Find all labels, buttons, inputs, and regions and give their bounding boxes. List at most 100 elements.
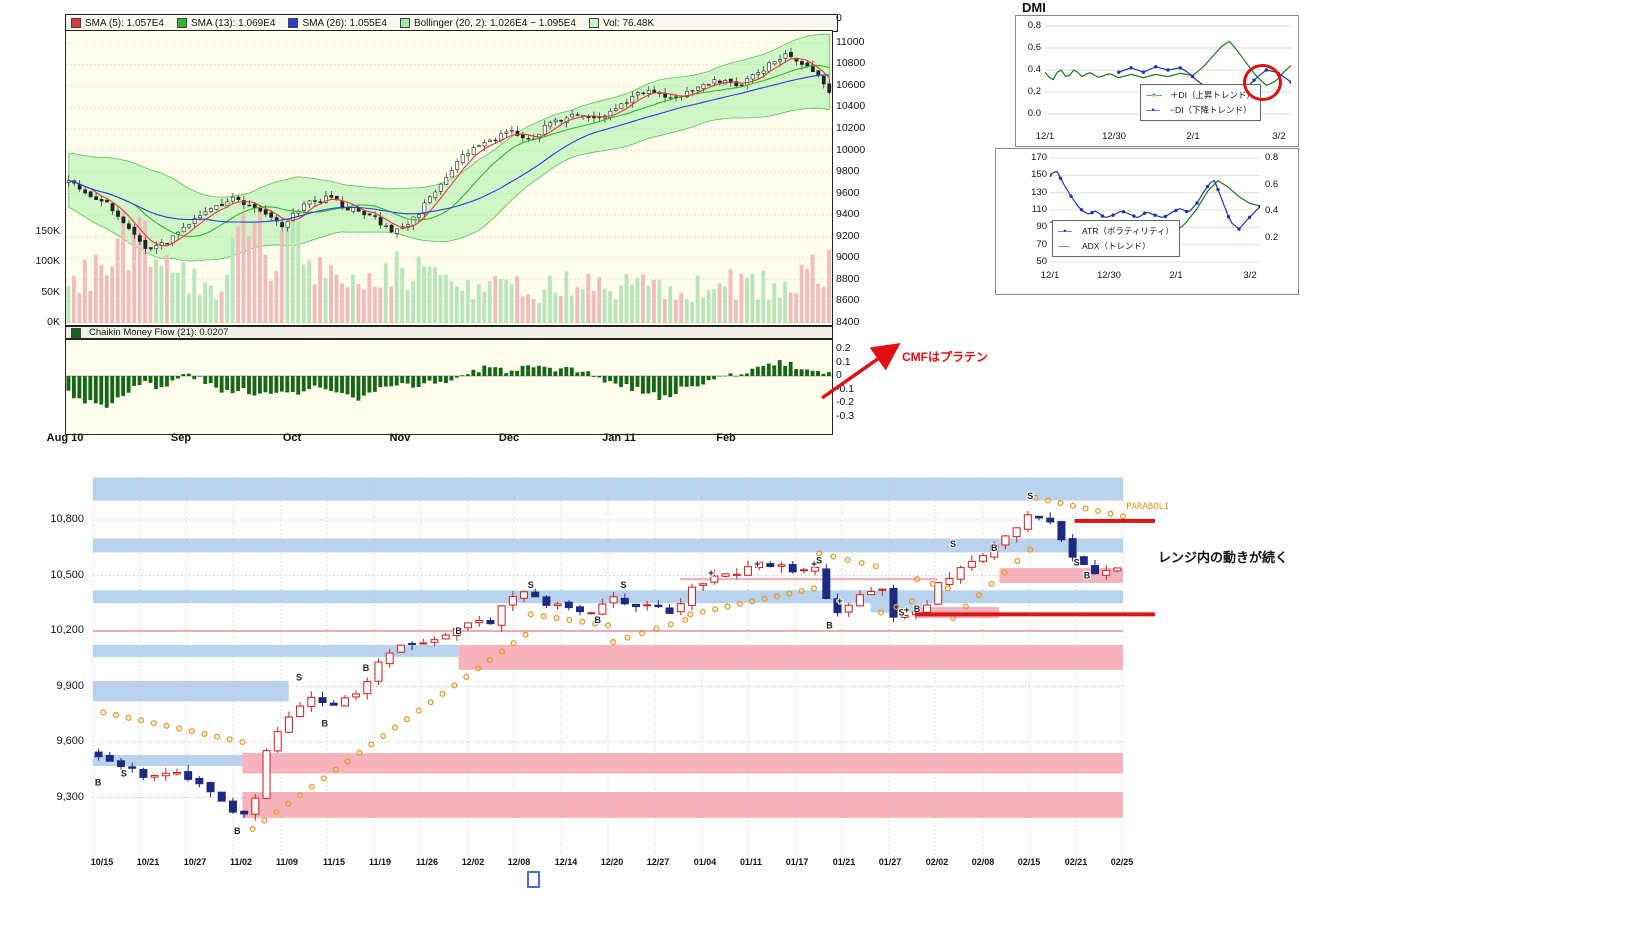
signal-marker: + [837,596,843,607]
atr-left-axis-label: 70 [1036,239,1047,250]
legend-swatch-icon [589,18,599,28]
bottom-x-axis-label: 12/20 [600,857,624,867]
bottom-y-axis-label: 9,900 [56,680,84,692]
legend-item: Bollinger (20, 2): 1.026E4 − 1.095E4 [399,18,576,29]
cmf-chart-canvas [65,339,833,435]
signal-marker: S [296,672,302,682]
legend-swatch-icon [176,18,187,28]
price-axis-label: 8600 [836,294,860,306]
atr-x-axis-label: 12/30 [1097,270,1121,281]
bottom-x-axis-label: 01/04 [693,857,717,867]
signal-marker: S [1074,558,1080,568]
bottom-x-axis-label: 01/27 [878,857,902,867]
bottom-x-axis-label: 02/02 [925,857,949,867]
atr-left-axis-label: 130 [1031,187,1047,198]
signal-marker: B [826,620,833,630]
atr-left-axis-label: 90 [1036,221,1047,232]
dmi-legend: ─+─ ＋DI（上昇トレンド） ─•─ −DI（下降トレンド） [1140,84,1262,122]
dmi-x-axis-label: 12/30 [1102,131,1126,142]
signal-marker: B [914,604,921,614]
bottom-x-axis-label: 02/21 [1064,857,1088,867]
signal-marker: S [1027,491,1033,501]
signal-marker: S [528,580,534,590]
blue-square-glyph [527,871,540,888]
legend-label: ＋DI（上昇トレンド） [1170,90,1256,100]
legend-label: SMA (5): 1.057E4 [85,17,164,29]
atr-left-axis-label: 50 [1036,256,1047,267]
dmi-x-axis-label: 12/1 [1035,131,1055,142]
dmi-y-axis-label: 0.8 [1027,20,1041,31]
price-axis-label: 10400 [836,100,866,112]
bottom-y-axis-label: 10,800 [50,513,84,525]
bottom-x-axis-label: 02/25 [1110,857,1134,867]
signal-marker: + [811,559,817,570]
bottom-x-axis-label: 11/15 [322,857,346,867]
signal-marker: B [594,615,601,625]
bottom-x-axis-label: 01/17 [785,857,809,867]
bottom-y-axis-label: 9,300 [56,791,84,803]
price-axis-label: 10000 [836,144,866,156]
legend-item: SMA (26): 1.055E4 [288,18,387,29]
legend-swatch-icon [288,18,299,28]
time-axis-label: Jan 11 [602,432,636,444]
legend-label: ADX（トレンド） [1082,240,1151,251]
indicator-legend-bar: SMA (5): 1.057E4 SMA (13): 1.069E4 SMA (26… [65,14,838,32]
volume-axis-label: 0K [47,316,60,328]
price-axis-label: 8400 [836,316,860,328]
price-axis-label: 9400 [836,208,860,220]
range-note-text: レンジ内の動きが続く [1158,550,1289,565]
dmi-y-axis-label: 0.6 [1027,42,1041,53]
time-axis-label: Dec [498,432,520,444]
signal-marker: + [708,569,714,580]
atr-legend-row: ─•─ ATR（ボラティリティ） [1058,224,1174,239]
legend-swatch-icon [399,18,410,28]
bottom-x-axis-label: 10/21 [136,857,160,867]
time-axis-label: Oct [282,432,302,444]
signal-marker: B [363,663,370,673]
signal-marker: B [991,543,998,553]
legend-item: SMA (13): 1.069E4 [176,17,276,29]
dmi-y-axis-label: 0.0 [1027,108,1041,119]
time-axis-label: Feb [716,432,736,444]
legend-label: −DI（下降トレンド） [1170,104,1252,115]
legend-label: SMA (13): 1.069E4 [190,17,276,29]
atr-left-axis-label: 110 [1031,204,1047,215]
price-chart-canvas [65,30,833,326]
time-axis-label: Aug 10 [46,432,84,444]
dmi-x-axis-label: 2/1 [1186,131,1200,142]
price-axis-label: 10800 [836,57,866,69]
cmf-header-label: Chaikin Money Flow (21): 0.0207 [89,327,229,338]
bottom-x-axis-label: 01/21 [832,857,856,867]
bottom-x-axis-label: 12/02 [461,857,485,867]
volume-axis-label: 150K [35,225,60,237]
atr-legend: ─•─ ATR（ボラティリティ） ── ADX（トレンド） [1052,220,1180,258]
signal-marker: B [95,778,102,788]
legend-line-icon: ─•─ [1058,226,1072,236]
bottom-x-axis-label: 11/02 [229,857,253,867]
dmi-y-axis-label: 0.2 [1027,86,1041,97]
cmf-swatch-icon [71,327,81,338]
signal-marker: B [234,826,241,836]
atr-left-axis-label: 150 [1031,169,1047,180]
main-chart-panel: SMA (5): 1.057E4 SMA (13): 1.069E4 SMA (26… [0,8,900,450]
dmi-x-axis-label: 3/2 [1272,131,1286,142]
bottom-x-axis-label: 11/19 [368,857,392,867]
atr-legend-row: ── ADX（トレンド） [1058,239,1174,254]
time-axis-label: Sep [170,432,192,444]
top-right-zero-label: 0 [836,12,842,24]
dmi-title: DMI [1022,0,1046,15]
price-axis-label: 10200 [836,122,866,134]
bottom-x-axis-label: 01/11 [739,857,763,867]
legend-label: ATR（ボラティリティ） [1082,226,1174,236]
legend-line-icon: ─•─ [1146,104,1160,115]
cmf-axis-label: 0.2 [836,342,851,354]
dmi-y-axis-label: 0.4 [1027,64,1041,75]
legend-item: Vol: 76.48K [589,18,654,29]
bottom-x-axis-label: 12/14 [554,857,578,867]
signal-marker: B [455,626,462,636]
parabolic-label: PARABOLIC [1126,502,1168,512]
price-axis-label: 9800 [836,165,860,177]
atr-right-axis-label: 0.8 [1265,152,1279,163]
